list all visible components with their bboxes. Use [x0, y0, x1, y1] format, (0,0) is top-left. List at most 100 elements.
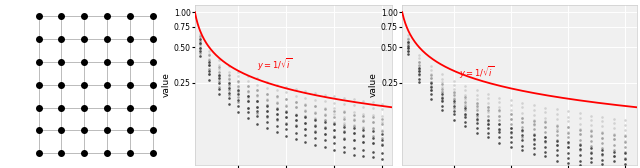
Point: [483, 115, 493, 117]
Point: [367, 120, 378, 123]
Point: [620, 118, 630, 121]
Point: [214, 73, 224, 76]
Point: [262, 87, 272, 90]
Point: [243, 95, 253, 98]
Point: [339, 125, 349, 128]
Point: [348, 139, 358, 142]
Point: [426, 69, 436, 71]
Point: [300, 121, 310, 124]
Point: [483, 123, 493, 126]
Point: [449, 98, 459, 100]
Point: [300, 110, 310, 112]
Point: [281, 111, 291, 113]
Point: [494, 142, 504, 144]
Point: [472, 105, 482, 108]
Point: [575, 138, 585, 141]
Point: [310, 98, 320, 101]
Point: [329, 123, 339, 125]
Point: [426, 89, 436, 91]
Point: [517, 126, 527, 129]
Point: [414, 64, 424, 67]
Point: [243, 111, 253, 113]
Point: [472, 122, 482, 125]
Point: [506, 113, 516, 115]
Point: [195, 36, 205, 39]
Point: [563, 126, 573, 129]
Point: [271, 101, 282, 103]
Point: [329, 136, 339, 138]
Point: [517, 102, 527, 105]
Point: [223, 93, 234, 96]
Point: [271, 107, 282, 109]
Point: [204, 58, 214, 61]
Point: [506, 127, 516, 129]
Point: [597, 125, 607, 127]
Point: [472, 98, 482, 101]
Point: [403, 41, 413, 44]
Point: [494, 123, 504, 126]
Point: [597, 137, 607, 140]
Point: [552, 108, 562, 111]
Point: [291, 124, 301, 127]
Point: [358, 106, 368, 109]
Point: [195, 44, 205, 47]
Point: [233, 105, 243, 108]
Point: [597, 136, 607, 139]
Point: [262, 110, 272, 113]
Point: [204, 68, 214, 70]
Point: [252, 100, 262, 103]
Point: [300, 116, 310, 118]
Point: [403, 53, 413, 55]
Point: [460, 101, 470, 103]
Point: [506, 113, 516, 116]
Point: [348, 97, 358, 100]
Point: [223, 86, 234, 88]
Point: [437, 105, 447, 107]
Point: [529, 124, 539, 127]
Point: [319, 127, 330, 130]
Point: [214, 58, 224, 61]
Point: [517, 111, 527, 114]
Point: [329, 128, 339, 131]
Point: [437, 93, 447, 95]
Point: [214, 73, 224, 76]
Point: [483, 111, 493, 113]
Point: [377, 121, 387, 124]
Point: [310, 105, 320, 108]
Point: [195, 50, 205, 53]
Point: [329, 115, 339, 118]
Point: [310, 136, 320, 139]
Point: [195, 32, 205, 35]
Point: [204, 49, 214, 52]
Point: [329, 121, 339, 124]
Point: [339, 131, 349, 133]
Point: [426, 65, 436, 68]
Point: [540, 136, 550, 138]
Point: [437, 108, 447, 111]
Point: [506, 141, 516, 143]
Point: [281, 86, 291, 89]
Point: [233, 93, 243, 96]
Point: [262, 103, 272, 106]
Point: [377, 103, 387, 106]
Point: [449, 83, 459, 86]
Point: [243, 116, 253, 119]
Point: [403, 38, 413, 41]
Point: [506, 117, 516, 120]
Point: [243, 90, 253, 93]
Point: [252, 112, 262, 114]
Point: [517, 121, 527, 124]
Point: [281, 104, 291, 106]
Point: [319, 108, 330, 110]
Point: [281, 134, 291, 137]
Point: [494, 122, 504, 125]
Y-axis label: value: value: [162, 72, 171, 97]
Point: [575, 132, 585, 135]
Point: [472, 101, 482, 104]
Point: [403, 46, 413, 48]
Point: [460, 125, 470, 128]
Point: [319, 113, 330, 116]
Point: [377, 158, 387, 161]
Point: [377, 117, 387, 120]
Point: [460, 104, 470, 107]
